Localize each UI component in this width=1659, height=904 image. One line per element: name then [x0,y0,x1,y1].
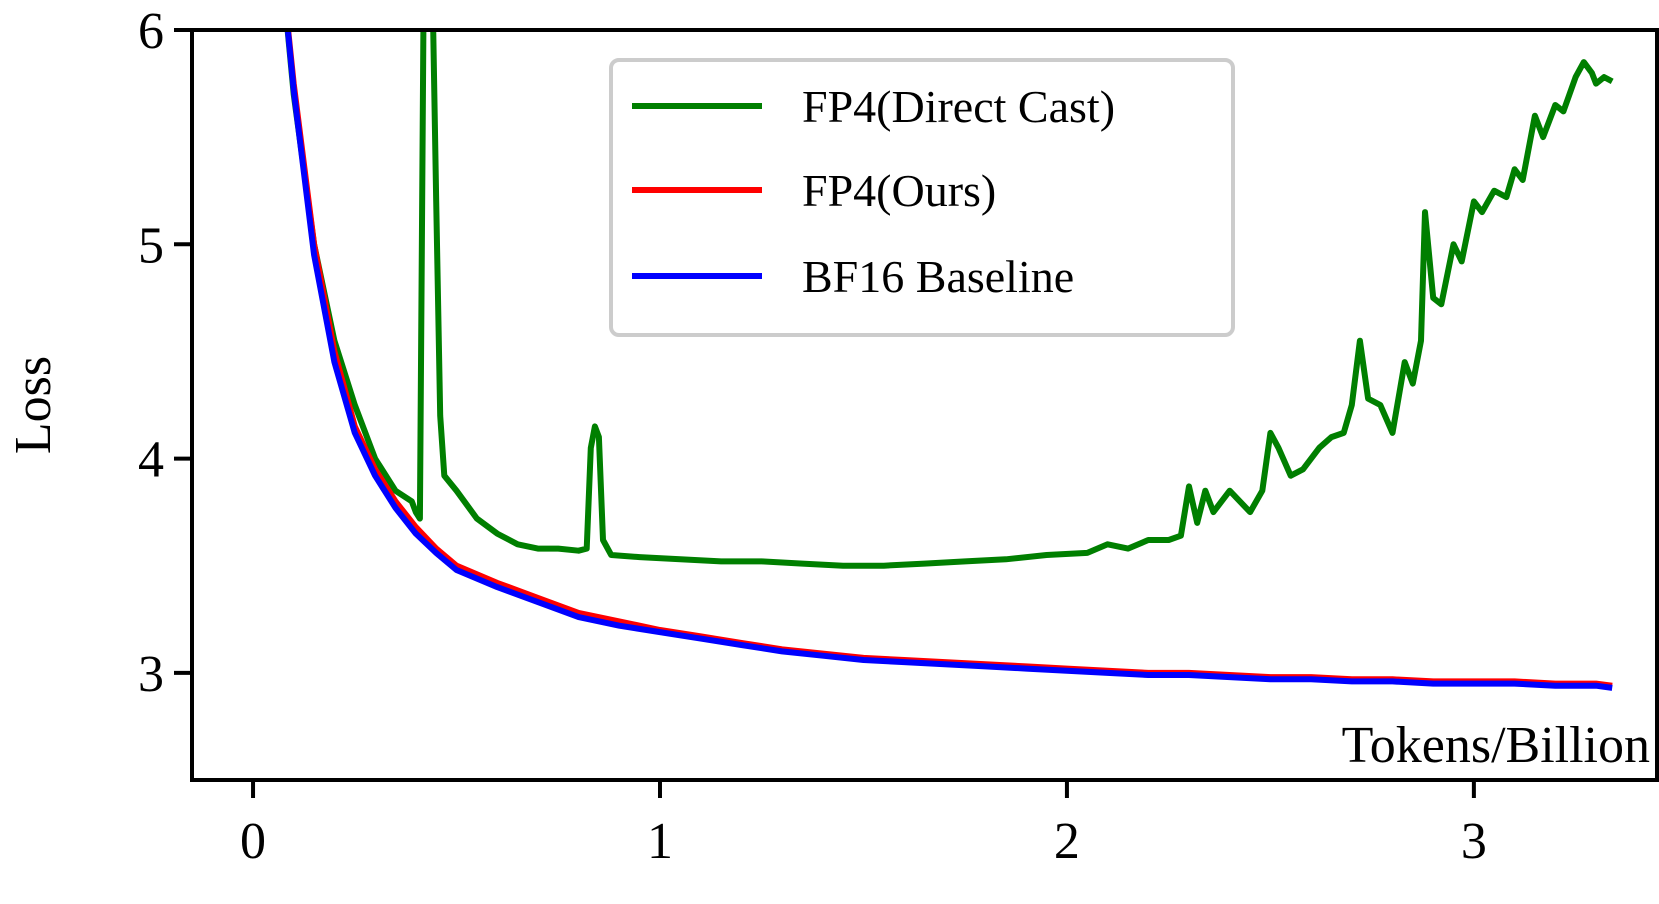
legend-label-bf16-baseline: BF16 Baseline [802,251,1074,302]
series-line-fp4-direct-cast [284,30,1614,569]
legend-label-fp4-direct-cast: FP4(Direct Cast) [802,81,1115,132]
y-axis-title: Loss [5,356,62,454]
x-tick-label: 2 [1054,813,1080,870]
y-tick-label: 3 [138,646,164,703]
series-layer [284,30,1614,691]
y-tick-label: 4 [138,432,164,489]
legend-label-fp4-ours: FP4(Ours) [802,165,996,216]
ticks-layer: 0 1 2 3 3 4 5 6 [138,3,1487,870]
x-tick-label: 1 [647,813,673,870]
y-tick-label: 6 [138,3,164,60]
x-tick-label: 3 [1461,813,1487,870]
y-tick-label: 5 [138,217,164,274]
plot-frame [190,28,1659,782]
legend: FP4(Direct Cast) FP4(Ours) BF16 Baseline [609,58,1235,337]
series-line-bf16-baseline [284,30,1613,691]
x-axis-title: Tokens/Billion [1342,717,1650,774]
x-tick-label: 0 [240,813,266,870]
legend-box [609,58,1235,337]
